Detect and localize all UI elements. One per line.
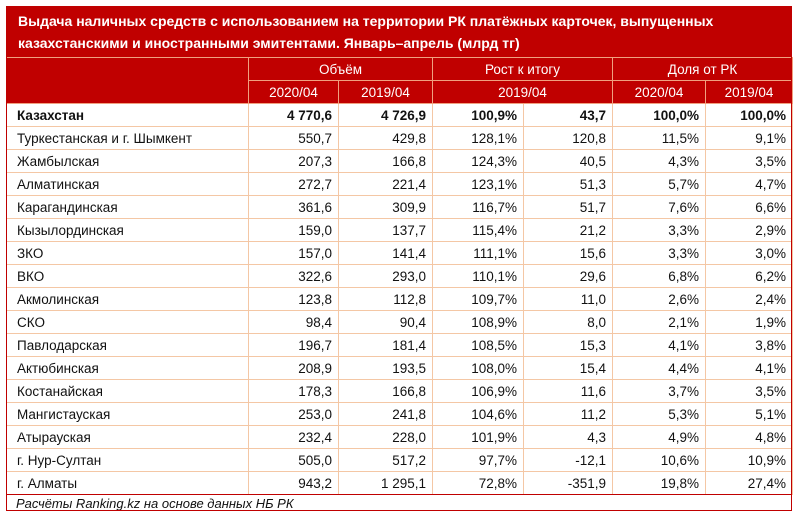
value-cell: 4,3	[523, 425, 614, 449]
table-frame	[6, 6, 792, 511]
value-cell: 43,7	[523, 103, 614, 127]
value-cell: 15,4	[523, 356, 614, 380]
header-growth: Рост к итогу	[432, 57, 614, 81]
value-cell: 4,9%	[612, 425, 707, 449]
value-cell: 27,4%	[705, 471, 794, 495]
region-cell: ЗКО	[6, 241, 249, 265]
value-cell: 6,8%	[612, 264, 707, 288]
value-cell: 128,1%	[432, 126, 525, 150]
value-cell: 2,9%	[705, 218, 794, 242]
table-row: г. Нур-Султан 505,0 517,2 97,7% -12,1 10,6% 10…	[6, 448, 794, 472]
value-cell: 97,7%	[432, 448, 525, 472]
value-cell: 21,2	[523, 218, 614, 242]
value-cell: 11,0	[523, 287, 614, 311]
value-cell: 4 726,9	[337, 103, 434, 127]
header-volume: Объём	[247, 57, 434, 81]
value-cell: 100,9%	[432, 103, 525, 127]
value-cell: 15,3	[523, 333, 614, 357]
value-cell: 208,9	[248, 356, 339, 380]
value-cell: 115,4%	[432, 218, 525, 242]
table-row: Алматинская 272,7 221,4 123,1% 51,3 5,7% 4,7%	[6, 172, 794, 196]
header-period: 2020/04	[612, 80, 707, 104]
value-cell: 51,7	[523, 195, 614, 219]
value-cell: 112,8	[337, 287, 434, 311]
value-cell: 4,4%	[612, 356, 707, 380]
region-cell: Кызылординская	[6, 218, 249, 242]
table-title: Выдача наличных средств с использованием…	[6, 6, 792, 58]
value-cell: 159,0	[248, 218, 339, 242]
region-cell: Карагандинская	[6, 195, 249, 219]
value-cell: 272,7	[248, 172, 339, 196]
value-cell: 101,9%	[432, 425, 525, 449]
region-cell: Акмолинская	[6, 287, 249, 311]
value-cell: 72,8%	[432, 471, 525, 495]
header-period: 2019/04	[432, 80, 614, 104]
value-cell: 11,6	[523, 379, 614, 403]
value-cell: 232,4	[248, 425, 339, 449]
value-cell: 3,3%	[612, 241, 707, 265]
region-cell: Атырауская	[6, 425, 249, 449]
region-cell: г. Алматы	[6, 471, 249, 495]
value-cell: 943,2	[248, 471, 339, 495]
value-cell: 193,5	[337, 356, 434, 380]
header-row-groups: Объём Рост к итогу Доля от РК	[6, 57, 794, 104]
table-row: ЗКО 157,0 141,4 111,1% 15,6 3,3% 3,0%	[6, 241, 794, 265]
value-cell: 429,8	[337, 126, 434, 150]
header-row-periods: 2020/04 2019/04 2019/04 2020/04 2019/04	[7, 80, 794, 104]
table-row: СКО 98,4 90,4 108,9% 8,0 2,1% 1,9%	[6, 310, 794, 334]
header-share: Доля от РК	[612, 57, 794, 81]
value-cell: 241,8	[337, 402, 434, 426]
value-cell: 221,4	[337, 172, 434, 196]
value-cell: 166,8	[337, 149, 434, 173]
value-cell: 2,1%	[612, 310, 707, 334]
value-cell: 6,2%	[705, 264, 794, 288]
value-cell: 228,0	[337, 425, 434, 449]
region-cell: Алматинская	[6, 172, 249, 196]
region-cell: Мангистауская	[6, 402, 249, 426]
table-row: г. Алматы 943,2 1 295,1 72,8% -351,9 19,8% 27,…	[6, 471, 794, 495]
value-cell: 10,9%	[705, 448, 794, 472]
value-cell: 166,8	[337, 379, 434, 403]
value-cell: 109,7%	[432, 287, 525, 311]
value-cell: 505,0	[248, 448, 339, 472]
header-period: 2019/04	[705, 80, 794, 104]
value-cell: 207,3	[248, 149, 339, 173]
table-row: Актюбинская 208,9 193,5 108,0% 15,4 4,4% 4,1%	[6, 356, 794, 380]
table-row: Акмолинская 123,8 112,8 109,7% 11,0 2,6% 2,4%	[6, 287, 794, 311]
source-note: Расчёты Ranking.kz на основе данных НБ Р…	[6, 494, 792, 511]
value-cell: 3,0%	[705, 241, 794, 265]
table-row: Кызылординская 159,0 137,7 115,4% 21,2 3,3% 2,…	[6, 218, 794, 242]
table-row: Костанайская 178,3 166,8 106,9% 11,6 3,7% 3,5%	[6, 379, 794, 403]
value-cell: 178,3	[248, 379, 339, 403]
value-cell: 19,8%	[612, 471, 707, 495]
value-cell: 5,1%	[705, 402, 794, 426]
region-cell: г. Нур-Султан	[6, 448, 249, 472]
value-cell: 100,0%	[612, 103, 707, 127]
value-cell: 2,6%	[612, 287, 707, 311]
data-table: Объём Рост к итогу Доля от РК 2020/04 20…	[6, 57, 794, 495]
table-row: Туркестанская и г. Шымкент 550,7 429,8 128,…	[6, 126, 794, 150]
table-row: Атырауская 232,4 228,0 101,9% 4,3 4,9% 4,8%	[6, 425, 794, 449]
value-cell: 253,0	[248, 402, 339, 426]
value-cell: 517,2	[337, 448, 434, 472]
region-cell: Туркестанская и г. Шымкент	[6, 126, 249, 150]
value-cell: 5,7%	[612, 172, 707, 196]
table-row: Мангистауская 253,0 241,8 104,6% 11,2 5,3% 5,1…	[6, 402, 794, 426]
table-row-total: Казахстан 4 770,6 4 726,9 100,9% 43,7 100,0% 1…	[6, 103, 794, 127]
value-cell: 108,0%	[432, 356, 525, 380]
region-cell: Костанайская	[6, 379, 249, 403]
value-cell: 15,6	[523, 241, 614, 265]
value-cell: 157,0	[248, 241, 339, 265]
value-cell: 4,7%	[705, 172, 794, 196]
value-cell: 141,4	[337, 241, 434, 265]
value-cell: 196,7	[248, 333, 339, 357]
value-cell: 116,7%	[432, 195, 525, 219]
region-cell: Казахстан	[6, 103, 249, 127]
value-cell: -351,9	[523, 471, 614, 495]
